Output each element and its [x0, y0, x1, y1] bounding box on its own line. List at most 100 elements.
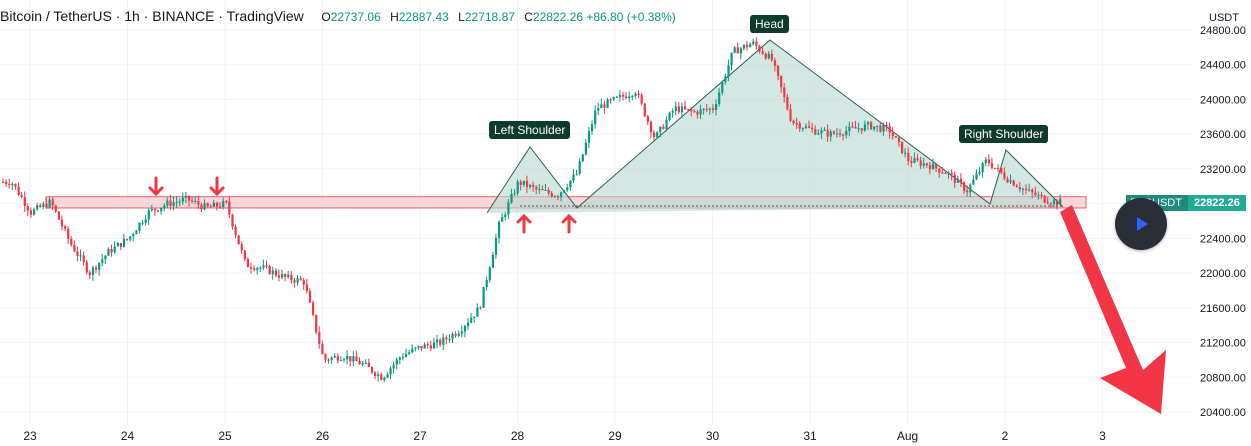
candle-body: [984, 159, 987, 164]
candle-body: [355, 356, 358, 361]
candle-body: [1034, 192, 1037, 196]
candle-body: [259, 267, 262, 269]
candle-body: [488, 267, 491, 280]
price-axis[interactable]: 24800.00 24400.00 24000.00 23600.00 23200.00…: [1200, 25, 1246, 419]
candle-body: [789, 109, 792, 121]
close-value: 22822.26: [532, 10, 583, 24]
candle-body: [842, 134, 845, 136]
candle-body: [640, 94, 643, 104]
price-tick-label: 24400.00: [1200, 60, 1246, 72]
candle-body: [997, 167, 1000, 169]
candle-body: [603, 104, 606, 108]
candle-body: [643, 103, 646, 117]
candle-body: [584, 142, 587, 155]
candle-body: [801, 128, 804, 130]
candle-body: [597, 108, 600, 111]
candle-body: [631, 96, 634, 98]
candle-body: [783, 87, 786, 98]
candle-body: [1028, 189, 1031, 191]
candle-body: [758, 46, 761, 52]
candle-body: [684, 106, 687, 110]
candle-body: [367, 362, 370, 368]
candle-body: [451, 333, 454, 340]
candle-body: [994, 167, 997, 169]
candle-body: [330, 357, 333, 361]
candle-body: [696, 111, 699, 115]
candle-body: [680, 106, 684, 113]
candle-body: [274, 270, 277, 276]
candle-body: [29, 210, 33, 215]
candle-body: [832, 131, 835, 134]
candle-body: [628, 96, 631, 99]
candle-body: [51, 199, 54, 206]
candle-body: [463, 326, 467, 332]
candle-body: [116, 242, 119, 247]
price-tick-label: 23200.00: [1200, 164, 1246, 176]
candle-body: [950, 172, 953, 175]
candle-body: [1009, 180, 1012, 183]
candle-body: [963, 182, 966, 191]
candle-body: [637, 93, 640, 95]
date-tick-label: Aug: [897, 429, 918, 443]
candle-body: [820, 130, 823, 134]
candle-body: [42, 203, 45, 208]
candle-body: [811, 127, 814, 130]
candle-body: [144, 219, 147, 223]
candle-body: [70, 238, 73, 245]
candle-body: [405, 353, 408, 357]
candle-body: [64, 226, 67, 229]
candle-body: [498, 221, 501, 238]
candle-body: [699, 109, 702, 115]
candle-body: [302, 280, 305, 285]
date-tick-label: 2: [1002, 429, 1009, 443]
candle-body: [246, 259, 250, 268]
candle-body: [231, 214, 234, 227]
candle-body: [916, 158, 919, 161]
candle-body: [575, 173, 578, 175]
candle-body: [119, 242, 122, 247]
candle-body: [547, 190, 550, 194]
candle-body: [203, 203, 206, 210]
candle-body: [718, 92, 721, 105]
candle-body: [938, 168, 941, 173]
play-button[interactable]: [1115, 198, 1167, 250]
symbol-title[interactable]: Bitcoin / TetherUS · 1h · BINANCE · Trad…: [0, 8, 304, 24]
candle-body: [352, 356, 355, 362]
candle-body: [79, 255, 82, 257]
date-tick-label: 27: [413, 429, 427, 443]
candle-body: [39, 205, 42, 208]
candle-body: [141, 222, 144, 224]
time-axis[interactable]: 23 24 25 26 27 28 29 30 31 Aug 2 3: [23, 429, 1106, 443]
candlestick-series: [2, 37, 1062, 382]
candle-body: [857, 128, 860, 130]
candle-body: [525, 180, 529, 188]
candle-body: [138, 222, 141, 231]
low-key: L: [458, 10, 465, 24]
candle-body: [705, 108, 708, 110]
candle-body: [777, 65, 780, 76]
candle-body: [656, 132, 659, 138]
candle-body: [538, 188, 541, 190]
open-key: O: [321, 10, 331, 24]
candle-body: [370, 367, 374, 373]
candle-body: [57, 211, 60, 220]
candle-body: [225, 201, 228, 203]
candle-body: [73, 244, 76, 252]
candle-body: [268, 265, 271, 275]
candle-body: [556, 196, 560, 198]
candle-body: [491, 254, 494, 268]
head-label: Head: [750, 15, 789, 33]
candle-body: [240, 244, 243, 251]
pattern-outline[interactable]: [486, 39, 1064, 214]
candle-body: [157, 210, 160, 212]
candle-body: [659, 126, 662, 133]
candle-body: [346, 356, 349, 360]
candle-body: [826, 129, 829, 137]
candle-body: [315, 314, 318, 333]
candle-body: [609, 99, 612, 101]
candle-body: [17, 186, 20, 195]
currency-label: USDT: [1209, 12, 1239, 24]
candle-body: [23, 197, 26, 207]
candle-body: [392, 364, 395, 369]
